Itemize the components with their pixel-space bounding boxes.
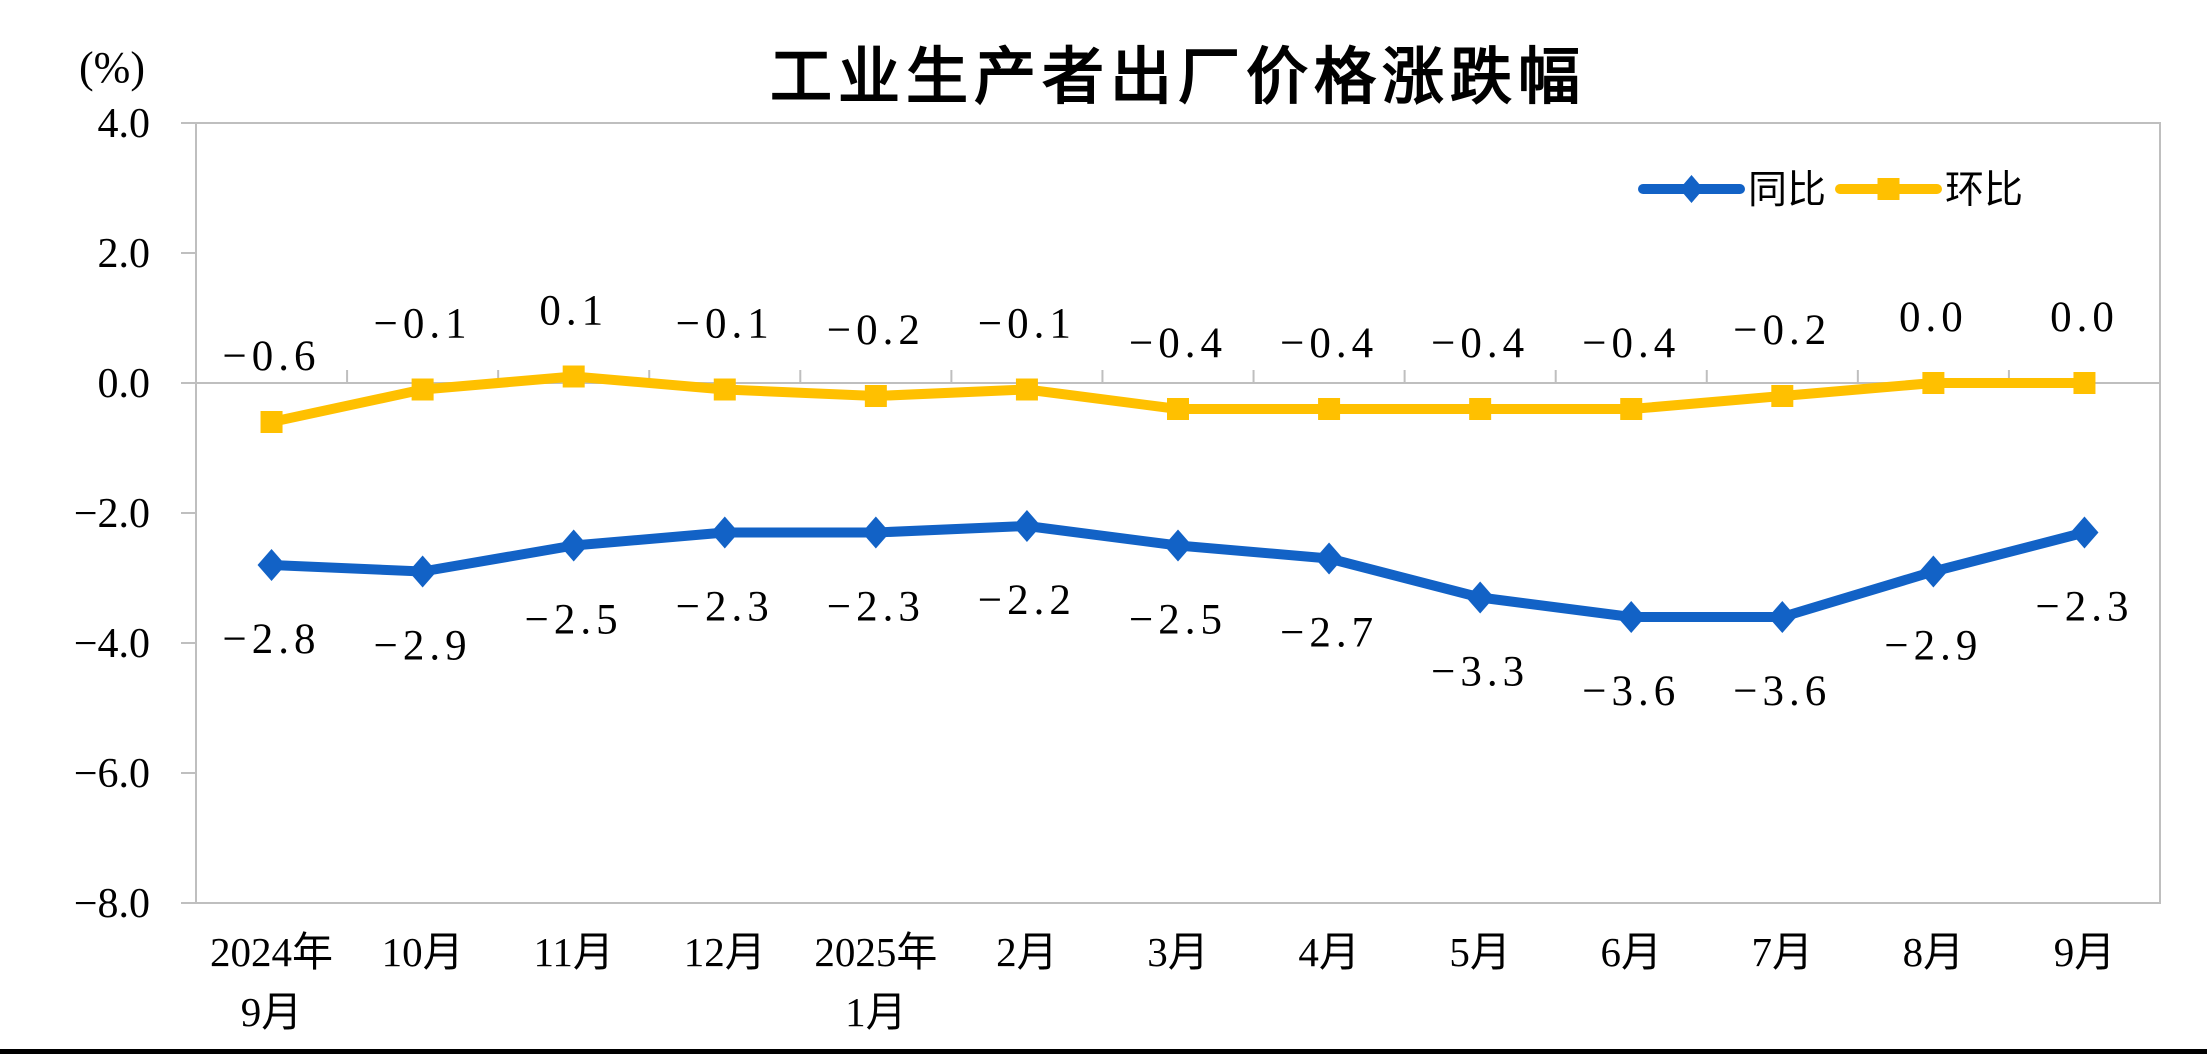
x-axis-tick-label: 2025年	[814, 929, 937, 975]
data-label: −2.2	[978, 577, 1076, 624]
bottom-divider-line	[0, 1049, 2207, 1054]
x-axis-tick-label: 7月	[1752, 929, 1814, 975]
legend-diamond-marker	[1679, 175, 1704, 203]
square-marker	[1318, 398, 1341, 420]
data-label: −2.8	[223, 616, 321, 663]
x-axis-tick-label: 3月	[1147, 929, 1209, 975]
legend-label-同比: 同比	[1748, 169, 1826, 212]
data-label: −2.3	[827, 584, 925, 631]
data-label: −0.1	[978, 301, 1076, 348]
chart-title: 工业生产者出厂价格涨跌幅	[770, 43, 1586, 112]
data-label: 0.1	[539, 288, 608, 335]
x-axis-tick-label: 11月	[533, 929, 613, 975]
legend-label-环比: 环比	[1945, 169, 2023, 212]
diamond-marker	[257, 549, 286, 581]
data-label: −2.5	[525, 597, 623, 644]
x-axis-tick-label: 4月	[1298, 929, 1360, 975]
diamond-marker	[1617, 601, 1646, 633]
x-axis-tick-label: 10月	[382, 929, 464, 975]
x-axis-tick-label: 2024年	[210, 929, 333, 975]
y-axis-unit-label: (%)	[79, 43, 145, 92]
diamond-marker	[408, 555, 437, 588]
x-axis-tick-label: 5月	[1449, 929, 1511, 975]
diamond-marker	[1315, 542, 1344, 575]
data-label: −3.6	[1733, 668, 1831, 715]
data-label: −0.2	[1733, 307, 1831, 354]
plot-area: 4.0 2.0 0.0 −2.0 −4.0 −6.0 −8.0 2024年 9月 10月 11月 12…	[74, 101, 2161, 1035]
diamond-marker	[1012, 510, 1041, 542]
chart-legend: 同比 环比	[1638, 169, 2023, 212]
diamond-marker	[2070, 516, 2099, 549]
plot-border	[195, 122, 2161, 904]
data-label: −3.6	[1582, 668, 1680, 715]
diamond-marker	[861, 516, 890, 549]
data-label: −2.5	[1129, 597, 1227, 644]
data-label: −0.4	[1582, 320, 1680, 367]
data-label: −2.9	[1884, 623, 1982, 670]
square-marker	[411, 378, 434, 401]
x-axis-tick-label: 2月	[996, 929, 1058, 975]
diamond-marker	[559, 529, 588, 562]
diamond-marker	[1164, 529, 1192, 562]
y-axis-tick-label: 2.0	[98, 231, 151, 277]
y-axis-tick-label: 0.0	[98, 361, 151, 407]
x-axis-tick-label: 1月	[845, 989, 907, 1035]
square-marker	[713, 378, 736, 401]
y-axis-tick-label: −4.0	[74, 621, 150, 667]
y-axis-tick-label: −6.0	[74, 751, 150, 797]
data-label: 0.0	[2050, 294, 2119, 341]
data-label: 0.0	[1899, 294, 1968, 341]
diamond-marker	[1466, 581, 1495, 614]
data-label: −2.9	[374, 623, 472, 670]
square-marker	[2073, 372, 2096, 394]
data-label: −2.3	[2035, 584, 2133, 631]
square-marker	[1620, 398, 1643, 420]
data-label: −0.4	[1129, 320, 1227, 367]
square-marker	[1469, 398, 1492, 420]
square-marker	[864, 385, 887, 407]
x-axis-tick-label: 12月	[684, 929, 766, 975]
square-marker	[562, 365, 585, 388]
data-label: −2.7	[1280, 610, 1378, 657]
data-label: −3.3	[1431, 649, 1529, 696]
square-marker	[1015, 378, 1038, 401]
y-axis-tick-label: −8.0	[74, 881, 150, 927]
diamond-marker	[710, 516, 739, 549]
data-label: −2.3	[676, 584, 774, 631]
x-axis-tick-label: 9月	[241, 989, 303, 1035]
square-marker	[260, 411, 283, 433]
data-label: −0.1	[374, 301, 472, 348]
square-marker	[1922, 372, 1945, 394]
square-marker	[1771, 385, 1794, 407]
diamond-marker	[1919, 555, 1948, 588]
data-label: −0.4	[1431, 320, 1529, 367]
data-label: −0.4	[1280, 320, 1378, 367]
x-axis-tick-label: 6月	[1600, 929, 1662, 975]
y-axis-tick-label: 4.0	[98, 101, 151, 147]
data-label: −0.6	[223, 333, 321, 380]
legend-square-marker	[1877, 178, 1900, 200]
square-marker	[1167, 398, 1189, 420]
data-label: −0.2	[827, 307, 925, 354]
y-axis-tick-label: −2.0	[74, 491, 150, 537]
diamond-marker	[1768, 601, 1797, 633]
x-axis-tick-label: 8月	[1903, 929, 1965, 975]
data-label: −0.1	[676, 301, 774, 348]
x-axis-tick-label: 9月	[2054, 929, 2116, 975]
